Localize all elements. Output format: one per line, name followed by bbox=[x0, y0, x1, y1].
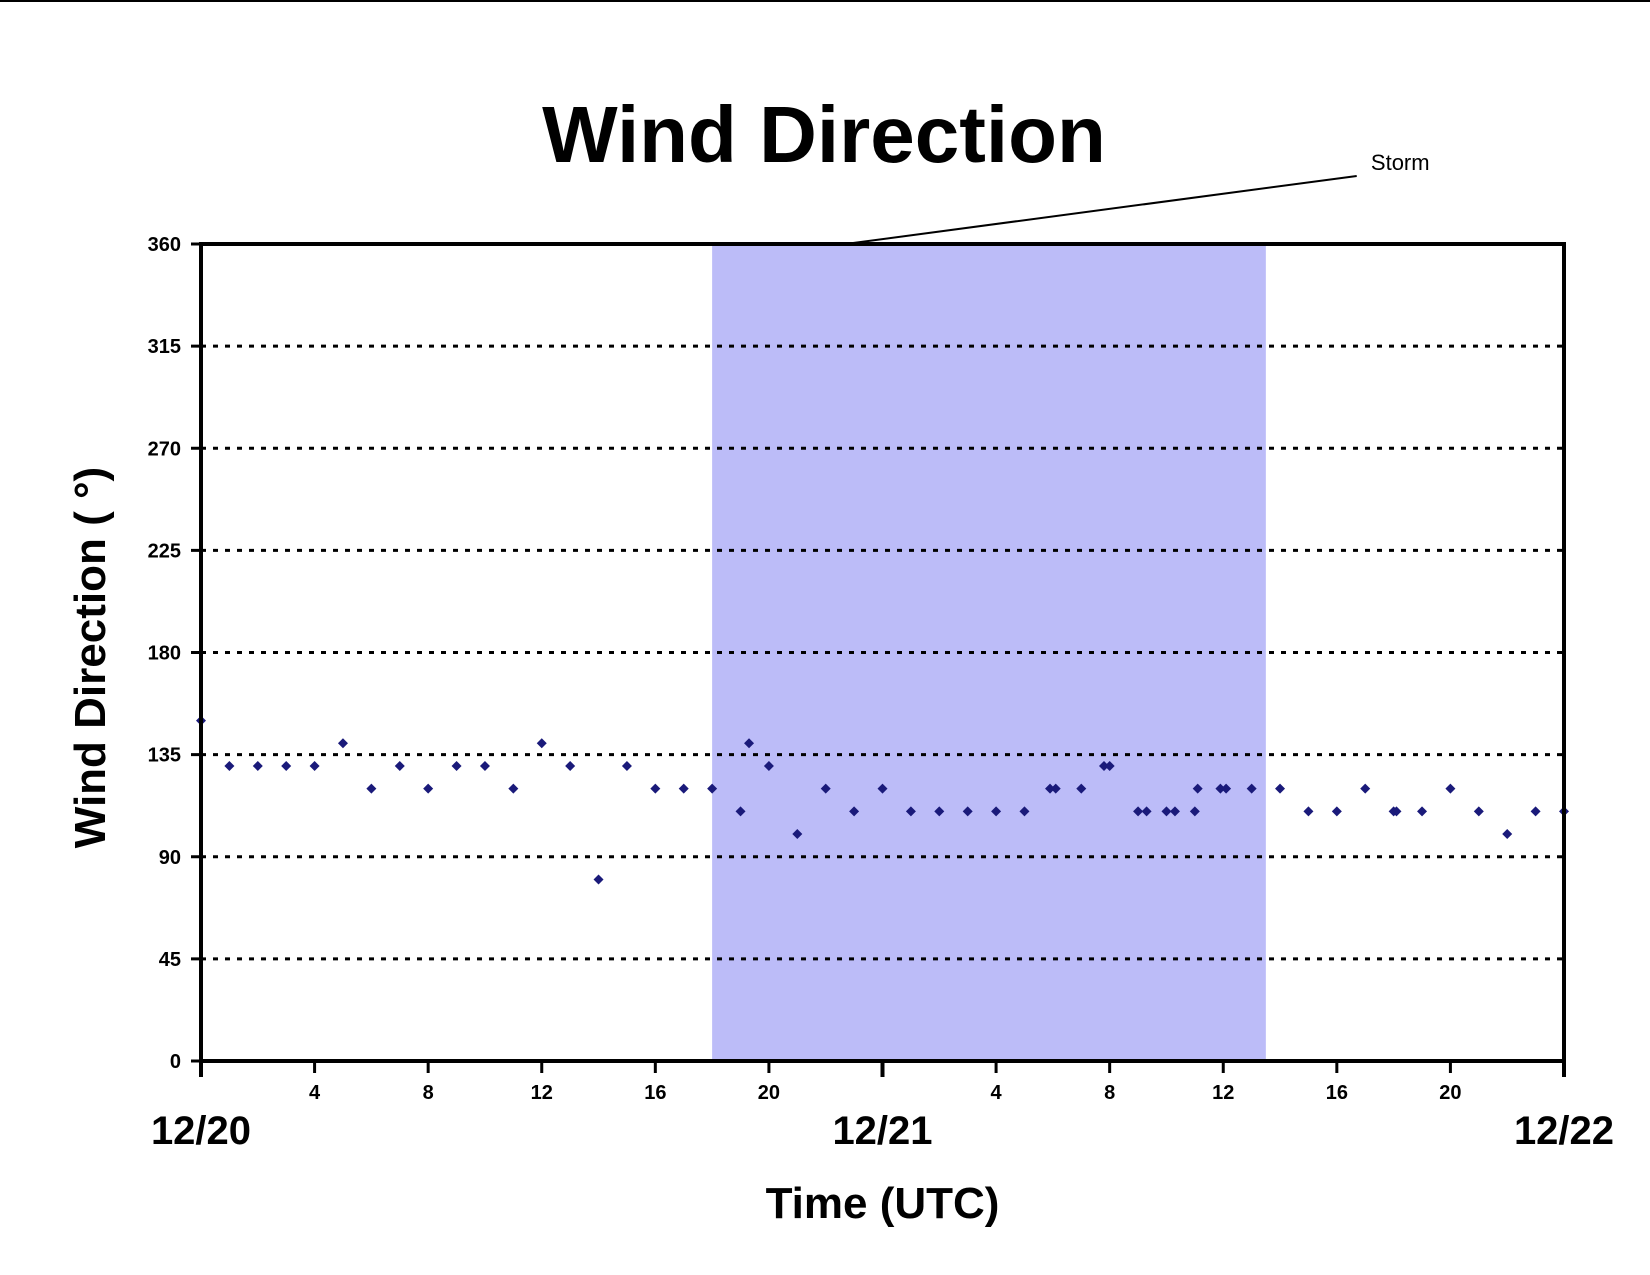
y-tick-label: 315 bbox=[148, 336, 181, 358]
data-point bbox=[1275, 783, 1286, 794]
data-point bbox=[1133, 806, 1144, 817]
date-label: 12/22 bbox=[1514, 1109, 1614, 1153]
y-tick-label: 180 bbox=[148, 643, 181, 665]
data-point bbox=[1331, 806, 1342, 817]
data-point bbox=[820, 783, 831, 794]
data-point bbox=[650, 783, 661, 794]
data-point bbox=[934, 806, 945, 817]
data-point bbox=[252, 760, 263, 771]
x-tick-label: 4 bbox=[991, 1082, 1003, 1104]
data-point bbox=[1045, 783, 1056, 794]
data-point bbox=[1221, 783, 1232, 794]
data-point bbox=[1104, 760, 1115, 771]
data-point bbox=[1050, 783, 1061, 794]
data-point bbox=[1303, 806, 1314, 817]
plot-frame bbox=[199, 242, 1566, 1063]
data-point bbox=[224, 760, 235, 771]
x-tick-label: 12 bbox=[531, 1082, 553, 1104]
data-point bbox=[1502, 829, 1513, 840]
data-point bbox=[394, 760, 405, 771]
data-point bbox=[962, 806, 973, 817]
y-axis-ticks: 0 45 90 135 180 225 270 315 360 bbox=[148, 234, 201, 1073]
data-point bbox=[763, 760, 774, 771]
data-point bbox=[281, 760, 292, 771]
y-tick-label: 45 bbox=[159, 949, 181, 971]
storm-shaded-region bbox=[712, 244, 1266, 1061]
x-tick-label: 12 bbox=[1212, 1082, 1234, 1104]
data-point bbox=[678, 783, 689, 794]
x-tick-label: 20 bbox=[1439, 1082, 1461, 1104]
y-tick-label: 360 bbox=[148, 234, 181, 256]
data-point bbox=[1098, 760, 1109, 771]
data-point bbox=[1417, 806, 1428, 817]
data-point bbox=[991, 806, 1002, 817]
data-point bbox=[1215, 783, 1226, 794]
data-points bbox=[196, 715, 1569, 885]
y-tick-label: 0 bbox=[170, 1051, 181, 1073]
data-point bbox=[1391, 806, 1402, 817]
data-point bbox=[1445, 783, 1456, 794]
data-point bbox=[536, 738, 547, 749]
data-point bbox=[337, 738, 348, 749]
x-tick-label: 8 bbox=[423, 1082, 434, 1104]
data-point bbox=[508, 783, 519, 794]
x-tick-label: 8 bbox=[1104, 1082, 1115, 1104]
data-point bbox=[744, 738, 755, 749]
x-tick-label: 4 bbox=[309, 1082, 321, 1104]
data-point bbox=[1161, 806, 1172, 817]
data-point bbox=[451, 760, 462, 771]
data-point bbox=[1141, 806, 1152, 817]
y-tick-label: 90 bbox=[159, 847, 181, 869]
storm-annotation-leader bbox=[845, 175, 1357, 245]
data-point bbox=[877, 783, 888, 794]
data-point bbox=[735, 806, 746, 817]
date-label: 12/20 bbox=[151, 1109, 251, 1153]
data-point bbox=[565, 760, 576, 771]
top-border-line bbox=[0, 0, 1650, 2]
data-point bbox=[1246, 783, 1257, 794]
y-tick-label: 225 bbox=[148, 540, 181, 562]
y-tick-label: 270 bbox=[148, 438, 181, 460]
data-point bbox=[707, 783, 718, 794]
data-point bbox=[621, 760, 632, 771]
x-axis-ticks: 4 8 12 16 20 4 8 12 16 20 12/20 12/21 12/22 bbox=[151, 1061, 1614, 1153]
data-point bbox=[1530, 806, 1541, 817]
data-point bbox=[593, 874, 604, 885]
data-point bbox=[905, 806, 916, 817]
x-axis-label: Time (UTC) bbox=[766, 1179, 1000, 1228]
chart-title: Wind Direction bbox=[542, 90, 1106, 179]
date-label: 12/21 bbox=[832, 1109, 932, 1153]
y-axis-label: Wind Direction ( °) bbox=[66, 467, 115, 848]
data-point bbox=[1076, 783, 1087, 794]
data-point bbox=[849, 806, 860, 817]
x-tick-label: 16 bbox=[644, 1082, 666, 1104]
data-point bbox=[309, 760, 320, 771]
y-tick-label: 135 bbox=[148, 745, 181, 767]
x-tick-label: 20 bbox=[758, 1082, 780, 1104]
data-point bbox=[1192, 783, 1203, 794]
data-point bbox=[1189, 806, 1200, 817]
data-point bbox=[1169, 806, 1180, 817]
data-point bbox=[423, 783, 434, 794]
data-point bbox=[1019, 806, 1030, 817]
data-point bbox=[366, 783, 377, 794]
data-point bbox=[1360, 783, 1371, 794]
storm-annotation-label: Storm bbox=[1371, 150, 1430, 175]
data-point bbox=[1473, 806, 1484, 817]
data-point bbox=[792, 829, 803, 840]
x-tick-label: 16 bbox=[1326, 1082, 1348, 1104]
data-point bbox=[479, 760, 490, 771]
